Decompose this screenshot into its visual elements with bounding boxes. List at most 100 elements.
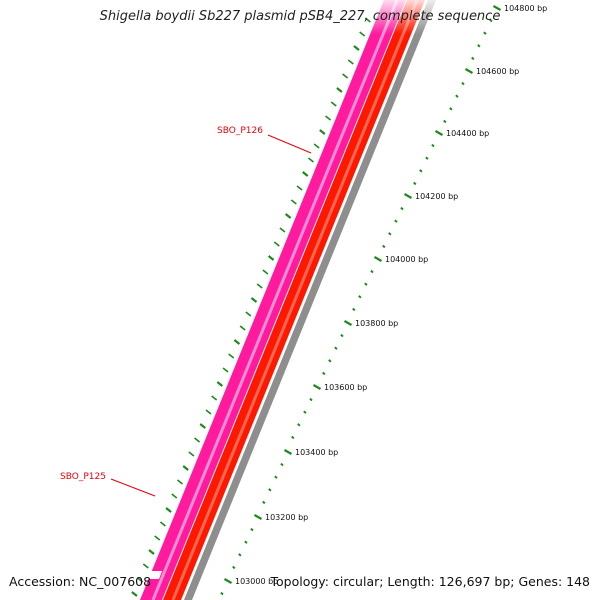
ruler-minor-tick	[297, 423, 301, 427]
track-edge-tick	[290, 199, 297, 205]
ruler-minor-tick	[471, 56, 475, 61]
gene-label-leader	[267, 134, 312, 154]
ruler-minor-tick	[413, 181, 417, 186]
ruler-minor-tick	[370, 269, 374, 274]
ruler-major-tick	[283, 449, 293, 455]
track-edge-tick	[364, 17, 371, 23]
ruler-minor-tick	[400, 206, 404, 211]
track-edge-tick	[159, 521, 166, 527]
ruler-minor-tick	[250, 527, 254, 532]
ruler-tick-label: 103600 bp	[324, 383, 367, 392]
track-edge-tick	[262, 269, 269, 275]
track-edge-tick	[165, 507, 172, 513]
ruler-tick-label: 103400 bp	[295, 448, 338, 457]
ruler-tick-label: 104800 bp	[504, 4, 547, 13]
ruler-minor-tick	[477, 44, 481, 48]
ruler-major-tick	[434, 130, 444, 136]
gene-label[interactable]: SBO_P126	[217, 126, 263, 136]
track-edge-tick	[205, 409, 212, 415]
track-edge-tick	[142, 563, 149, 569]
ruler-tick-label: 103800 bp	[355, 319, 398, 328]
ruler-minor-tick	[238, 553, 242, 557]
track-edge-tick	[148, 549, 155, 555]
ruler-minor-tick	[274, 475, 278, 479]
forward-track-highlight	[151, 0, 399, 600]
ruler-minor-tick	[431, 143, 435, 148]
track-edge-tick	[154, 535, 161, 541]
ruler-major-tick	[492, 5, 502, 11]
ruler-minor-tick	[449, 107, 453, 111]
ruler-minor-tick	[322, 371, 326, 376]
ruler-major-tick	[403, 193, 413, 199]
track-edge-tick	[325, 115, 332, 121]
track-edge-tick	[302, 171, 309, 177]
ruler-major-tick	[312, 384, 322, 390]
track-edge-tick	[250, 297, 258, 303]
ruler-minor-tick	[334, 346, 338, 350]
ruler-minor-tick	[309, 397, 313, 402]
ruler-minor-tick	[358, 295, 362, 299]
gene-boundary-gap	[136, 571, 162, 579]
track-edge-tick	[233, 339, 241, 345]
track-edge-tick	[228, 353, 235, 359]
ruler-minor-tick	[303, 410, 307, 414]
map-title: Shigella boydii Sb227 plasmid pSB4_227, …	[99, 9, 501, 24]
track-edge-tick	[342, 73, 349, 79]
ruler-minor-tick	[394, 219, 398, 223]
ruler-minor-tick	[455, 94, 459, 98]
track-edge-tick	[222, 367, 229, 373]
ruler-major-tick	[464, 68, 474, 74]
ruler-major-tick	[253, 514, 263, 520]
ruler-minor-tick	[388, 232, 392, 236]
ruler-tick-label: 103200 bp	[265, 513, 308, 522]
ruler-tick-label: 104000 bp	[385, 255, 428, 264]
track-edge-tick	[319, 129, 326, 135]
ruler-minor-tick	[268, 488, 272, 492]
track-edge-tick	[137, 577, 144, 583]
ruler-minor-tick	[262, 500, 266, 505]
track-edge-tick	[182, 465, 189, 471]
ruler-minor-tick	[443, 119, 447, 124]
forward-gene-track[interactable]	[140, 0, 406, 600]
reverse-track-highlight	[171, 0, 419, 600]
track-edge-tick	[239, 325, 246, 331]
track-edge-tick	[347, 59, 354, 65]
track-edge-tick	[171, 493, 178, 499]
track-edge-tick	[336, 87, 343, 93]
gene-label[interactable]: SBO_P125	[60, 472, 106, 482]
ruler-tick-label: 104200 bp	[415, 192, 458, 201]
ruler-major-tick	[343, 320, 353, 326]
ruler-minor-tick	[364, 282, 368, 286]
ruler-minor-tick	[291, 435, 295, 440]
backbone-track	[184, 0, 436, 600]
track-edge-tick	[211, 395, 218, 401]
track-edge-tick	[194, 437, 201, 443]
track-edge-tick	[284, 213, 292, 219]
ruler-minor-tick	[340, 333, 344, 338]
ruler-minor-tick	[232, 565, 236, 570]
title-fade	[0, 0, 600, 34]
accession-text: Accession: NC_007608	[9, 574, 152, 589]
ruler-minor-tick	[461, 81, 465, 86]
ruler-tick-label: 103000 bp	[235, 577, 278, 586]
track-edge-tick	[267, 255, 275, 261]
track-edge-tick	[307, 157, 314, 163]
track-edge-tick	[245, 311, 252, 317]
track-edge-tick	[188, 451, 195, 457]
track-edge-tick	[131, 591, 138, 597]
ruler-major-tick	[223, 578, 233, 584]
track-edge-tick	[256, 283, 263, 289]
ruler-tick-label: 104400 bp	[446, 129, 489, 138]
track-edge-tick	[359, 31, 366, 37]
ruler-major-tick	[373, 256, 383, 262]
ruler-minor-tick	[382, 244, 386, 249]
ruler-minor-tick	[328, 359, 332, 363]
topology-text: Topology: circular; Length: 126,697 bp; …	[270, 574, 591, 589]
ruler-tick-label: 104600 bp	[476, 67, 519, 76]
gene-label-leader	[110, 478, 156, 497]
track-edge-tick	[313, 143, 320, 149]
track-edge-tick	[279, 227, 286, 233]
track-edge-tick	[176, 479, 183, 485]
